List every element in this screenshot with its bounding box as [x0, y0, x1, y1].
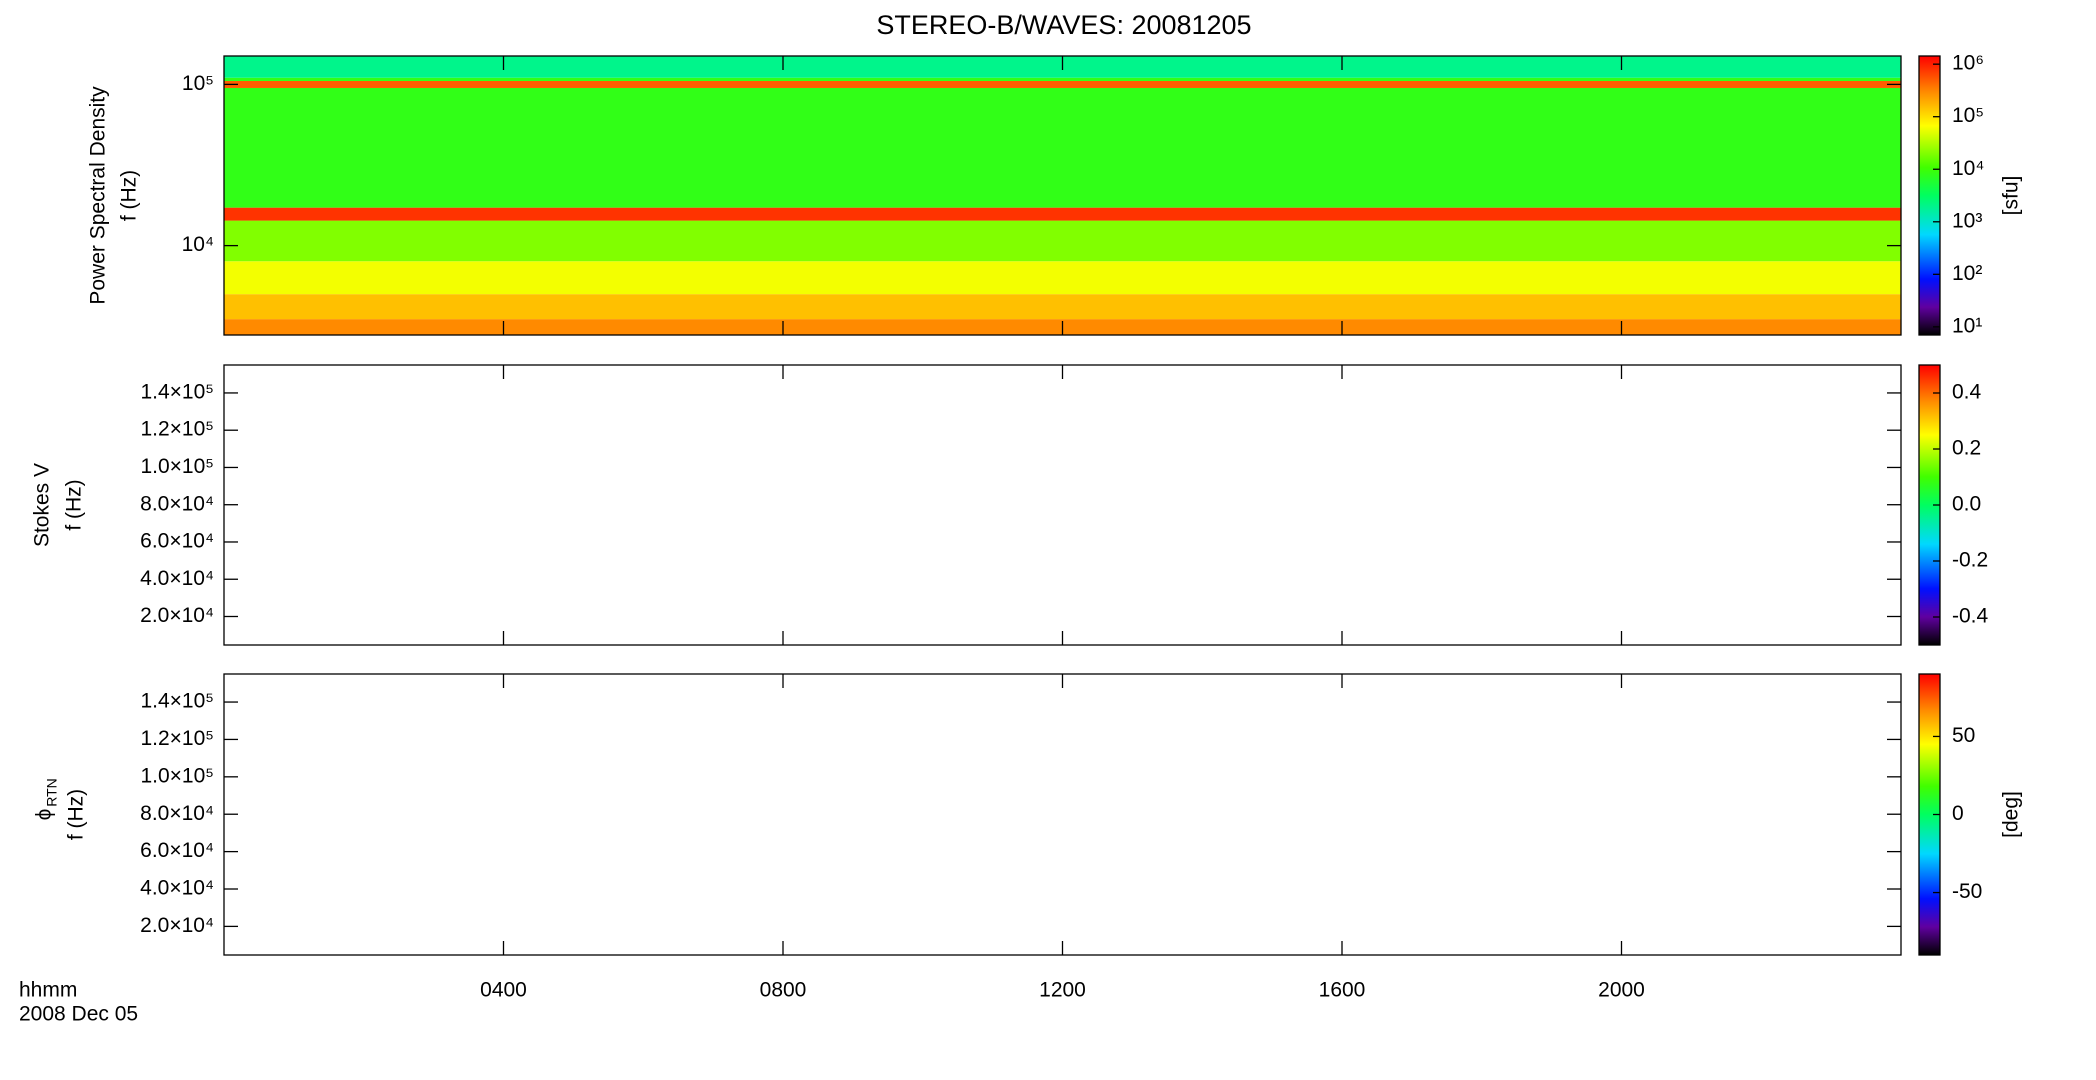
- colorbar-label: [deg]: [2000, 791, 2023, 838]
- colorbar-tick-label: 0.4: [1952, 381, 1982, 404]
- y-axis-label: f (Hz): [65, 789, 88, 840]
- y-tick-label: 1.4×10⁵: [140, 690, 214, 713]
- y-tick-label: 1.4×10⁵: [140, 380, 214, 403]
- y-tick-label: 4.0×10⁴: [140, 567, 214, 590]
- colorbar-tick-label: 10⁵: [1952, 104, 1984, 127]
- spectrogram-band: [224, 87, 1901, 208]
- y-tick-label: 1.0×10⁵: [140, 764, 214, 787]
- x-tick-label: 0400: [480, 979, 527, 1002]
- colorbar-tick-label: 0.0: [1952, 493, 1981, 516]
- x-tick-label: 1200: [1039, 979, 1086, 1002]
- colorbar: [1918, 55, 1941, 336]
- y-tick-label: 4.0×10⁴: [140, 877, 214, 900]
- plot-frame: [223, 364, 1902, 646]
- y-tick-label: 10⁴: [182, 233, 214, 256]
- spectrogram-band: [224, 207, 1901, 221]
- chart-title: STEREO-B/WAVES: 20081205: [876, 10, 1251, 40]
- x-tick-label: 0800: [760, 979, 807, 1002]
- colorbar-tick-label: 10⁴: [1952, 157, 1984, 180]
- spectrogram-band: [224, 80, 1901, 88]
- y-tick-label: 8.0×10⁴: [140, 492, 214, 515]
- y-tick-label: 2.0×10⁴: [140, 914, 214, 937]
- y-tick-label: 10⁵: [182, 72, 214, 95]
- y-axis-label: Stokes V: [31, 463, 54, 547]
- colorbar-tick-label: 0: [1952, 802, 1964, 825]
- y-tick-label: 8.0×10⁴: [140, 802, 214, 825]
- y-tick-label: 1.2×10⁵: [140, 418, 214, 441]
- y-tick-label: 1.2×10⁵: [140, 727, 214, 750]
- y-tick-label: 6.0×10⁴: [140, 530, 214, 553]
- colorbar-tick-label: 10⁶: [1952, 52, 1984, 75]
- colorbar-tick-label: 10²: [1952, 262, 1982, 285]
- colorbar-tick-label: -0.2: [1952, 549, 1988, 572]
- y-axis-label: Power Spectral Density: [87, 86, 110, 305]
- y-tick-label: 6.0×10⁴: [140, 839, 214, 862]
- y-tick-label: 2.0×10⁴: [140, 604, 214, 627]
- colorbar-tick-label: 50: [1952, 724, 1975, 747]
- x-tick-label: 1600: [1319, 979, 1366, 1002]
- plot-frame: [223, 673, 1902, 956]
- y-axis-label: f (Hz): [63, 479, 86, 530]
- colorbar-tick-label: 0.2: [1952, 437, 1981, 460]
- spectrogram-band: [224, 294, 1901, 320]
- date-label: 2008 Dec 05: [19, 1003, 138, 1026]
- spectrogram-band: [224, 220, 1901, 262]
- y-axis-label-subscript: RTN: [44, 778, 60, 807]
- y-axis-label: ϕ: [33, 809, 56, 821]
- y-axis-label: f (Hz): [118, 170, 141, 221]
- y-tick-label: 1.0×10⁵: [140, 455, 214, 478]
- spectrogram-band: [224, 261, 1901, 295]
- x-axis-label: hhmm: [19, 979, 77, 1002]
- spectrogram-band: [224, 77, 1901, 81]
- colorbar-tick-label: -50: [1952, 880, 1982, 903]
- x-tick-label: 2000: [1598, 979, 1645, 1002]
- colorbar-tick-label: 10³: [1952, 209, 1982, 232]
- colorbar-label: [sfu]: [2000, 176, 2023, 216]
- colorbar-tick-label: 10¹: [1952, 314, 1982, 337]
- colorbar-tick-label: -0.4: [1952, 605, 1989, 628]
